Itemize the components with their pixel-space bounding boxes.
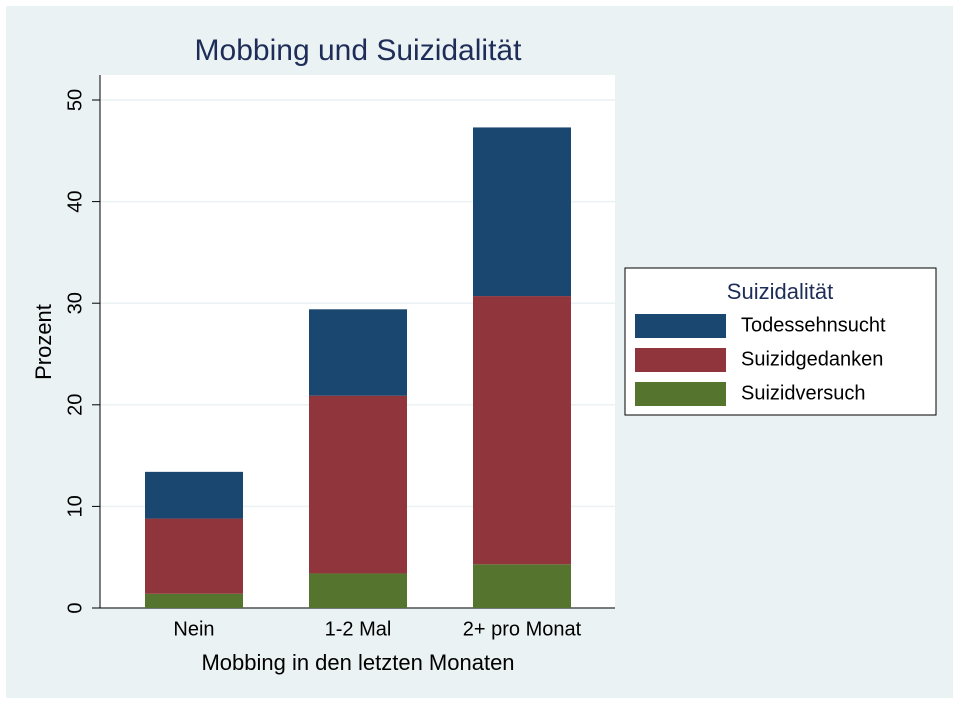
bar-segment xyxy=(145,593,243,608)
legend-swatch xyxy=(635,348,726,372)
legend-label: Suizidgedanken xyxy=(741,348,883,370)
legend-label: Suizidversuch xyxy=(741,382,866,404)
bar-segment xyxy=(473,564,571,608)
y-tick-label: 20 xyxy=(64,394,86,416)
x-tick-label: Nein xyxy=(173,618,214,640)
x-tick-label: 1-2 Mal xyxy=(325,618,392,640)
bar-segment xyxy=(145,471,243,519)
x-axis-title: Mobbing in den letzten Monaten xyxy=(201,650,514,675)
legend-label: Todessehnsucht xyxy=(741,314,886,336)
bar-segment xyxy=(309,395,407,574)
y-tick-label: 0 xyxy=(64,602,86,613)
y-tick-label: 30 xyxy=(64,292,86,314)
bar-segment xyxy=(473,127,571,297)
x-tick-label: 2+ pro Monat xyxy=(463,618,582,640)
legend-swatch xyxy=(635,314,726,338)
y-tick-label: 10 xyxy=(64,495,86,517)
bar-segment xyxy=(145,518,243,594)
bar-segment xyxy=(309,309,407,396)
y-axis-title: Prozent xyxy=(31,304,56,380)
bar-segment xyxy=(473,296,571,565)
legend-title: Suizidalität xyxy=(727,279,833,304)
chart-title: Mobbing und Suizidalität xyxy=(195,34,523,67)
y-tick-label: 40 xyxy=(64,190,86,212)
legend-swatch xyxy=(635,382,726,406)
y-tick-label: 50 xyxy=(64,89,86,111)
bar-segment xyxy=(309,573,407,608)
